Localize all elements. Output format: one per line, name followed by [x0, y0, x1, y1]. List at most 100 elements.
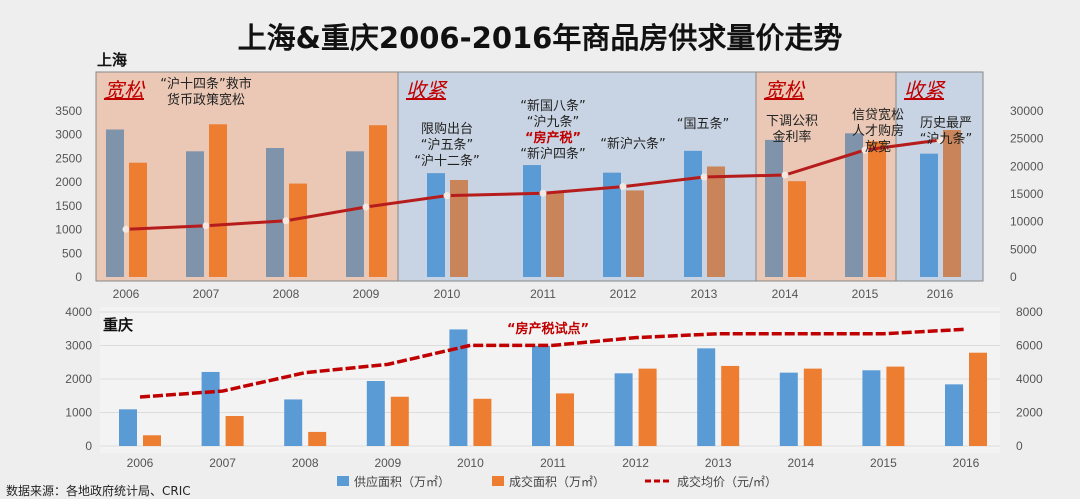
policy-annotation: “国五条” [677, 116, 729, 132]
bar-supply-2009 [366, 381, 385, 446]
annotation-line: 下调公积 [766, 114, 818, 129]
phase-label: 宽松 [764, 78, 806, 102]
bar-sales-2012 [638, 368, 657, 446]
y-tick-right: 10000 [1010, 215, 1044, 229]
y-tick-left: 2000 [65, 372, 92, 386]
bar-sales-2007 [225, 416, 244, 446]
y-tick-left: 1000 [65, 406, 92, 420]
bar-sales-2010 [450, 180, 468, 277]
policy-annotation: 下调公积金利率 [766, 114, 818, 145]
price-point-2006 [122, 225, 130, 233]
annotation-line: 信贷宽松 [852, 107, 904, 123]
annotation-line: “新沪四条” [520, 146, 585, 162]
bar-supply-2012 [614, 373, 633, 446]
x-tick: 2010 [434, 287, 461, 301]
y-tick-left: 0 [75, 270, 82, 284]
bar-supply-2016 [945, 384, 963, 446]
price-point-2012 [619, 183, 627, 191]
bar-sales-2008 [289, 183, 307, 277]
y-tick-left: 1500 [55, 199, 82, 213]
bar-sales-2010 [473, 398, 492, 446]
y-tick-right: 5000 [1010, 242, 1037, 256]
legend-supply-label: 供应面积（万㎡） [354, 474, 450, 489]
annotation-line: 限购出台 [421, 121, 473, 137]
x-tick: 2010 [457, 456, 484, 470]
x-tick: 2014 [772, 287, 799, 301]
policy-annotation: “新沪六条” [600, 136, 665, 152]
bar-sales-2012 [626, 190, 644, 277]
bar-sales-2006 [143, 435, 161, 446]
price-point-2007 [202, 222, 210, 230]
bar-supply-2008 [284, 399, 303, 446]
x-tick: 2011 [530, 287, 556, 301]
bar-supply-2010 [427, 173, 445, 277]
x-tick: 2012 [622, 456, 649, 470]
phase-label: 收紧 [904, 78, 946, 102]
annotation-line: “沪九条” [527, 114, 579, 130]
x-tick: 2011 [540, 456, 566, 470]
bar-sales-2011 [546, 193, 564, 277]
annotation-line: 人才购房 [852, 123, 904, 139]
y-tick-left: 2500 [55, 151, 82, 165]
price-point-2011 [539, 189, 547, 197]
bar-supply-2007 [186, 151, 204, 277]
annotation-line: 货币政策宽松 [167, 92, 245, 108]
y-tick-left: 1000 [55, 223, 82, 237]
bar-sales-2013 [721, 365, 740, 446]
y-tick-right: 2000 [1016, 406, 1043, 420]
bar-sales-2015 [868, 141, 886, 277]
x-tick: 2006 [113, 287, 140, 301]
annotation-line: 放宽 [865, 139, 891, 155]
x-tick: 2007 [193, 287, 220, 301]
price-point-2014 [781, 171, 789, 179]
bar-sales-2014 [803, 368, 822, 446]
legend-supply-swatch [337, 476, 349, 486]
bar-sales-2009 [390, 396, 409, 446]
annotation-line: “新国八条” [520, 98, 585, 114]
legend-sales-label: 成交面积（万㎡） [509, 474, 605, 489]
annotation-line: “沪十二条” [414, 153, 479, 169]
y-tick-left: 3000 [55, 128, 82, 142]
phase-label: 收紧 [406, 78, 448, 102]
annotation-line: “新沪六条” [600, 136, 665, 152]
y-tick-right: 8000 [1016, 305, 1043, 319]
bar-sales-2007 [209, 124, 227, 277]
bar-supply-2007 [201, 371, 220, 446]
bar-supply-2014 [779, 372, 798, 446]
bar-sales-2013 [707, 166, 725, 277]
price-point-2008 [282, 217, 290, 225]
bar-sales-2015 [886, 366, 905, 446]
y-tick-right: 20000 [1010, 159, 1044, 173]
bar-supply-2015 [862, 370, 881, 446]
bar-supply-2011 [532, 346, 550, 446]
policy-annotation: “沪十四条”救市货币政策宽松 [160, 76, 251, 108]
price-point-2009 [362, 203, 370, 211]
price-point-2016 [936, 136, 944, 144]
phase-label: 宽松 [104, 78, 146, 102]
annotation-line: “沪九条” [920, 131, 972, 147]
x-tick: 2013 [691, 287, 718, 301]
policy-annotation: 信贷宽松人才购房放宽 [852, 107, 904, 155]
annotation-line: 金利率 [772, 129, 811, 145]
annotation-line: 历史最严 [920, 116, 972, 131]
y-tick-left: 2000 [55, 175, 82, 189]
chart-title: 上海&重庆2006-2016年商品房供求量价走势 [238, 21, 843, 55]
bar-supply-2009 [346, 151, 364, 277]
y-tick-left: 3500 [55, 104, 82, 118]
x-tick: 2015 [852, 287, 879, 301]
x-tick: 2014 [787, 456, 814, 470]
price-point-2015 [861, 146, 869, 154]
y-tick-left: 3000 [65, 339, 92, 353]
bar-supply-2012 [603, 172, 621, 277]
annotation-line: “沪五条” [421, 137, 473, 153]
y-tick-right: 4000 [1016, 372, 1043, 386]
x-tick: 2009 [353, 287, 380, 301]
bar-sales-2008 [308, 431, 327, 446]
bar-supply-2011 [523, 165, 541, 277]
source-note: 数据来源：各地政府统计局、CRIC [6, 483, 191, 498]
y-tick-right: 0 [1010, 270, 1017, 284]
bar-supply-2014 [765, 139, 783, 277]
policy-annotation: “新国八条” “沪九条” “房产税” “新沪四条” [520, 98, 585, 162]
bar-sales-2009 [369, 125, 387, 277]
